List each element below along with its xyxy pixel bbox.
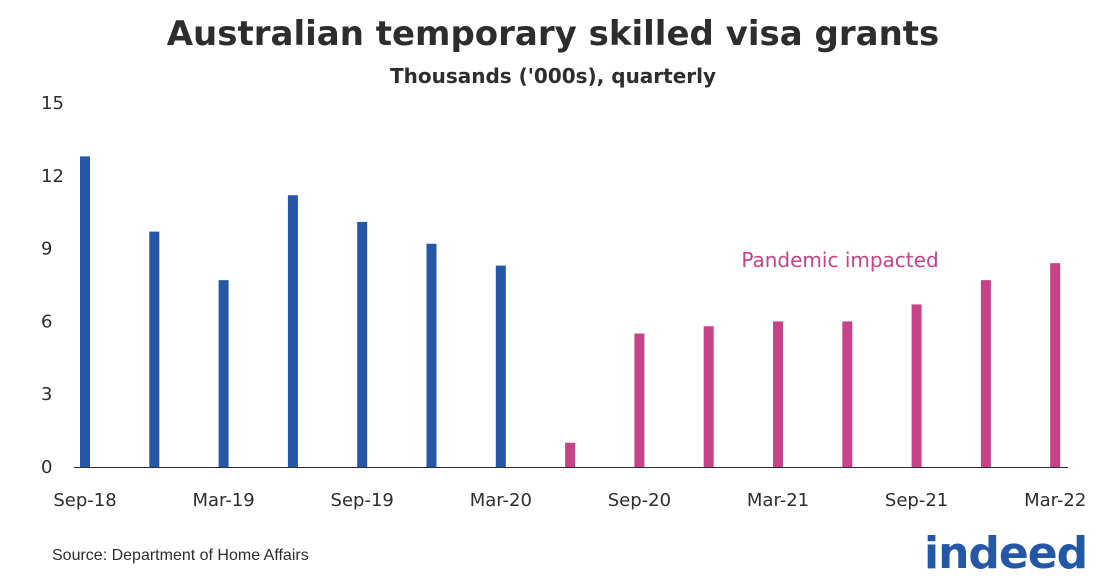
bar-Dec-21 <box>980 280 991 467</box>
bar-Mar-19 <box>218 280 229 467</box>
y-tick-label: 0 <box>41 457 52 478</box>
bar-Dec-18 <box>149 231 160 467</box>
chart-title: Australian temporary skilled visa grants <box>166 14 940 54</box>
x-tick-label: Sep-20 <box>608 490 671 511</box>
x-tick-label: Sep-19 <box>331 490 394 511</box>
y-tick-label: 3 <box>41 384 52 405</box>
indeed-logo: indeed <box>924 528 1088 579</box>
bar-Sep-19 <box>357 221 368 467</box>
chart-subtitle: Thousands ('000s), quarterly <box>389 64 717 88</box>
y-tick-label: 9 <box>41 239 52 260</box>
bar-Jun-20 <box>565 442 576 467</box>
bar-Dec-19 <box>426 243 437 467</box>
bar-Sep-21 <box>911 304 922 467</box>
bar-Jun-19 <box>287 195 298 468</box>
bar-Dec-20 <box>703 326 714 467</box>
bar-Sep-18 <box>80 156 90 468</box>
bar-Jun-21 <box>842 321 853 467</box>
bar-Mar-20 <box>495 265 506 467</box>
bar-Sep-20 <box>634 333 645 467</box>
x-tick-label: Mar-22 <box>1024 490 1086 511</box>
y-tick-label: 12 <box>41 166 64 187</box>
x-tick-label: Mar-21 <box>747 490 809 511</box>
source-note: Source: Department of Home Affairs <box>52 547 309 564</box>
x-tick-label: Mar-19 <box>192 490 254 511</box>
x-tick-label: Sep-18 <box>53 490 116 511</box>
bar-Mar-21 <box>773 321 783 467</box>
y-tick-label: 15 <box>41 93 64 114</box>
x-tick-label: Sep-21 <box>885 490 948 511</box>
pandemic-annotation: Pandemic impacted <box>741 248 938 272</box>
bar-Mar-22 <box>1050 263 1061 467</box>
y-tick-label: 6 <box>41 311 52 332</box>
x-tick-label: Mar-20 <box>470 490 532 511</box>
